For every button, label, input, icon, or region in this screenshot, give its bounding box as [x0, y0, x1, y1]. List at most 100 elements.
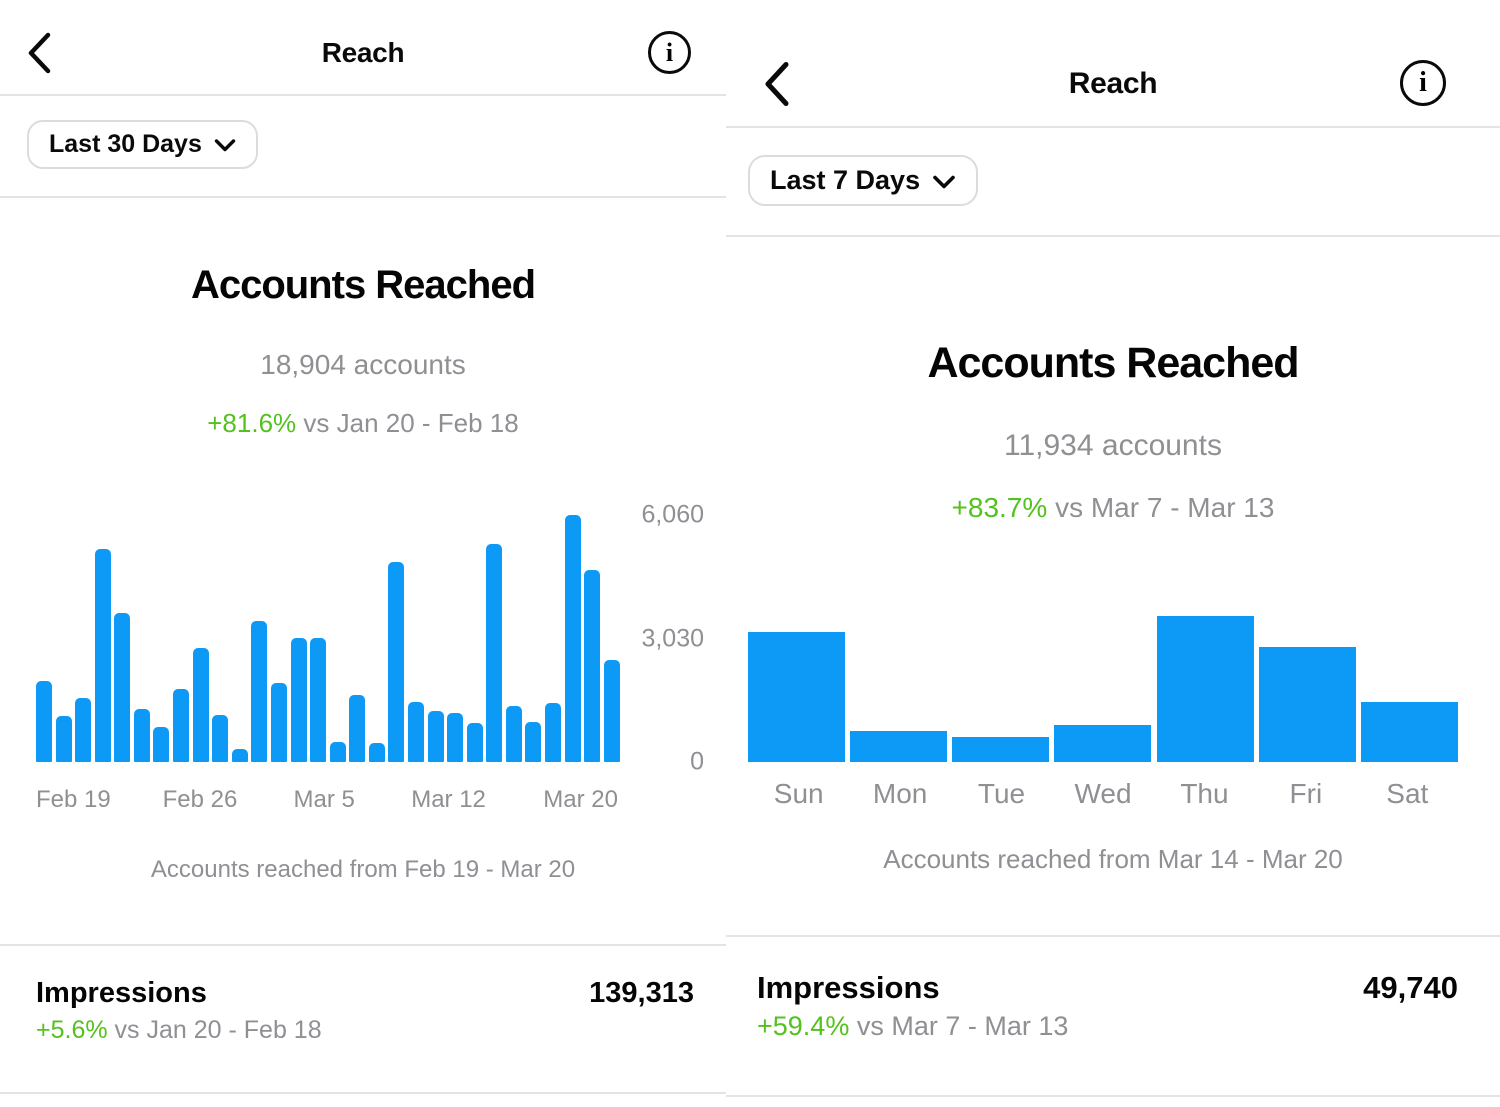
- y-tick-label: 6,060: [641, 500, 704, 529]
- y-tick-label: 3,030: [641, 624, 704, 652]
- bar-mar-8: [368, 742, 385, 762]
- delta-percent: +81.6%: [207, 408, 297, 438]
- divider: [0, 944, 726, 946]
- bar-sat: [1360, 702, 1458, 762]
- reach-bar-chart-30d: 0 3,030 6,060 Feb 19 Feb 26 Mar 5 Mar 12 Mar 2…: [36, 501, 704, 813]
- x-tick-label: Fri: [1289, 778, 1323, 809]
- x-tick-label: Mar 12: [411, 786, 486, 813]
- impressions-row[interactable]: Impressions 49,740: [757, 970, 1458, 1006]
- bar-mar-15: [505, 705, 522, 762]
- delta-percent: +59.4%: [757, 1011, 850, 1041]
- back-chevron-icon: [24, 32, 54, 78]
- info-button[interactable]: i: [1400, 60, 1446, 106]
- bar-mar-13: [466, 722, 483, 762]
- bar-feb-27: [192, 647, 209, 762]
- bar-mar-4: [290, 638, 307, 762]
- chevron-down-icon: [214, 130, 236, 159]
- divider: [0, 196, 726, 198]
- bar-feb-28: [212, 714, 229, 762]
- back-button[interactable]: [760, 60, 792, 108]
- bar-mon: [850, 731, 948, 762]
- back-chevron-icon: [760, 62, 792, 111]
- chevron-down-icon: [932, 165, 956, 196]
- bar-mar-18: [564, 515, 581, 762]
- impressions-label: Impressions: [757, 970, 940, 1005]
- info-icon: i: [665, 37, 674, 67]
- y-tick-label: 0: [690, 747, 704, 776]
- bar-mar-12: [447, 713, 464, 762]
- bar-sun: [748, 632, 845, 762]
- bar-tue: [952, 737, 1050, 762]
- bar-mar-5: [310, 637, 327, 762]
- bar-feb-24: [133, 709, 150, 762]
- bar-feb-22: [94, 548, 111, 762]
- divider: [726, 935, 1500, 937]
- bar-mar-20: [603, 659, 620, 762]
- accounts-reached-total: 11,934 accounts: [1004, 429, 1222, 462]
- delta-compare-range: vs Jan 20 - Feb 18: [114, 1016, 322, 1044]
- bar-feb-26: [173, 688, 190, 762]
- section-title: Accounts Reached: [190, 263, 536, 307]
- impressions-delta-line: +59.4% vs Mar 7 - Mar 13: [757, 1011, 1068, 1042]
- x-axis: Feb 19 Feb 26 Mar 5 Mar 12 Mar 20: [36, 786, 620, 816]
- info-button[interactable]: i: [648, 31, 691, 74]
- bar-wed: [1054, 725, 1152, 762]
- x-tick-label: Sat: [1386, 778, 1429, 809]
- chart-caption: Accounts reached from Mar 14 - Mar 20: [883, 844, 1343, 874]
- bar-feb-21: [75, 698, 92, 762]
- delta-compare-range: vs Mar 7 - Mar 13: [1055, 492, 1275, 523]
- bars: [748, 612, 1458, 762]
- accounts-delta-line: +83.7% vs Mar 7 - Mar 13: [726, 492, 1500, 524]
- page-title: Reach: [321, 37, 405, 68]
- accounts-reached-total: 18,904 accounts: [260, 349, 466, 380]
- reach-screen-7d: Reach i Last 7 Days Accounts Reached 11,…: [726, 0, 1500, 1107]
- reach-screen-30d: Reach i Last 30 Days Accounts Reached 18…: [0, 0, 726, 1107]
- delta-compare-range: vs Jan 20 - Feb 18: [303, 408, 519, 438]
- x-tick-label: Feb 26: [162, 786, 238, 813]
- y-axis: 0 3,030 6,060: [620, 501, 704, 776]
- bar-fri: [1258, 647, 1356, 762]
- divider: [0, 94, 726, 96]
- date-range-label: Last 30 Days: [49, 130, 202, 158]
- bar-mar-1: [231, 749, 248, 762]
- bar-mar-19: [584, 569, 601, 762]
- bar-feb-19: [36, 680, 52, 762]
- bar-mar-17: [545, 702, 562, 762]
- divider: [0, 1092, 726, 1094]
- bar-mar-11: [427, 710, 444, 762]
- section-title: Accounts Reached: [927, 339, 1299, 387]
- bar-thu: [1156, 616, 1254, 762]
- x-tick-label: Thu: [1180, 778, 1229, 809]
- bar-mar-7: [349, 694, 366, 762]
- bar-feb-25: [153, 726, 170, 762]
- x-tick-label: Feb 19: [36, 786, 111, 813]
- back-button[interactable]: [24, 31, 54, 75]
- date-range-selector[interactable]: Last 30 Days: [27, 120, 258, 169]
- bar-feb-20: [55, 715, 72, 762]
- page-title: Reach: [1068, 67, 1158, 100]
- bar-mar-3: [270, 683, 287, 762]
- impressions-value: 139,313: [589, 977, 694, 1009]
- bar-mar-2: [251, 621, 268, 762]
- accounts-delta-line: +81.6% vs Jan 20 - Feb 18: [0, 408, 726, 439]
- divider: [726, 1095, 1500, 1097]
- date-range-label: Last 7 Days: [770, 165, 921, 195]
- bar-mar-16: [525, 722, 542, 762]
- impressions-value: 49,740: [1363, 970, 1458, 1005]
- x-tick-label: Tue: [977, 778, 1026, 809]
- x-tick-label: Mon: [872, 778, 928, 809]
- impressions-label: Impressions: [36, 977, 207, 1009]
- date-range-selector[interactable]: Last 7 Days: [748, 155, 979, 206]
- impressions-row[interactable]: Impressions 139,313: [36, 977, 694, 1010]
- x-tick-label: Mar 5: [293, 786, 355, 813]
- x-tick-label: Mar 20: [543, 786, 618, 813]
- divider: [726, 235, 1500, 237]
- bars: [36, 515, 620, 762]
- bar-mar-10: [407, 701, 424, 762]
- bar-mar-14: [486, 543, 503, 762]
- divider: [726, 126, 1500, 128]
- impressions-delta-line: +5.6% vs Jan 20 - Feb 18: [36, 1016, 322, 1045]
- delta-compare-range: vs Mar 7 - Mar 13: [856, 1011, 1069, 1041]
- chart-caption: Accounts reached from Feb 19 - Mar 20: [150, 856, 576, 883]
